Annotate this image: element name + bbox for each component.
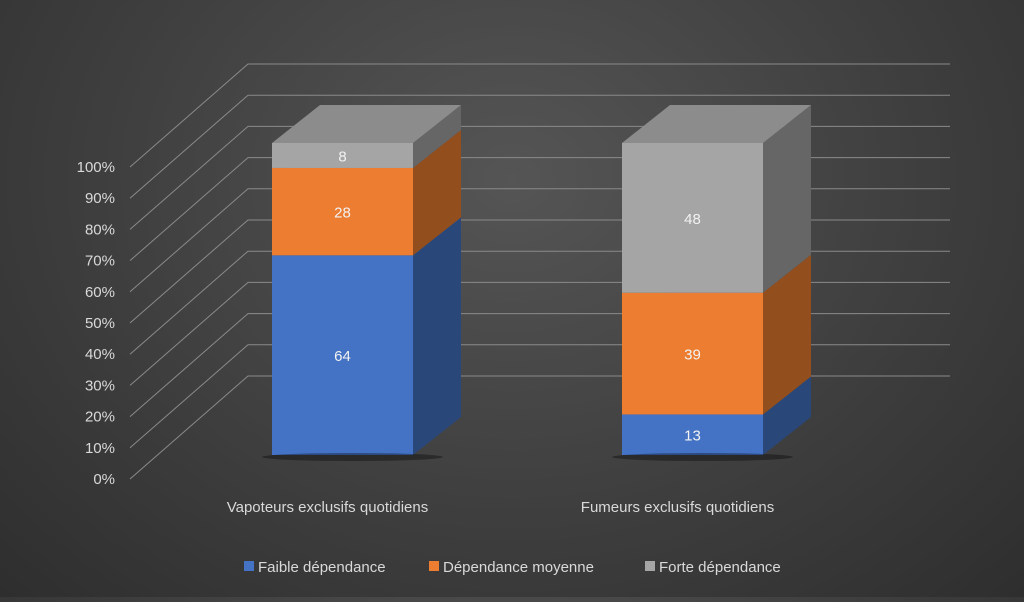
bar-front-face [272, 255, 413, 455]
bar-front-face [622, 292, 763, 415]
gridline [129, 188, 950, 293]
x-category-label: Vapoteurs exclusifs quotidiens [227, 499, 429, 516]
bar-segment [622, 376, 811, 455]
gridline [129, 250, 950, 355]
y-tick-label: 100% [77, 159, 115, 176]
y-tick-label: 80% [85, 221, 115, 238]
y-tick-label: 0% [93, 471, 115, 488]
y-tick-label: 60% [85, 284, 115, 301]
bar-front-face [272, 167, 413, 256]
bar-side-face [413, 217, 461, 455]
bar-front-face [272, 143, 413, 168]
gridline [129, 313, 950, 417]
legend: Faible dépendance Dépendance moyenne Forte… [244, 559, 781, 576]
y-tick-label: 70% [85, 253, 115, 270]
bar-side-face [763, 254, 811, 415]
bar-side-face [413, 105, 461, 168]
bar-front-face [622, 414, 763, 455]
legend-label: Dépendance moyenne [443, 559, 594, 576]
y-tick-label: 30% [85, 377, 115, 394]
bar-top-face [622, 105, 811, 143]
bar-side-face [763, 105, 811, 293]
bar-side-face [763, 376, 811, 455]
bar-side-face [413, 129, 461, 256]
legend-item: Dépendance moyenne [429, 559, 594, 576]
gridline [129, 281, 950, 386]
data-label: 48 [684, 211, 701, 228]
y-tick-label: 50% [85, 315, 115, 332]
data-label: 64 [334, 348, 351, 365]
bar-segment [272, 105, 461, 168]
legend-swatch [429, 561, 439, 571]
x-axis-category-labels: Vapoteurs exclusifs quotidiens Fumeurs ex… [227, 499, 774, 516]
bar-top-face [272, 105, 461, 143]
y-axis-tick-labels: 0% 10% 20% 30% 40% 50% 60% 70% 80% 90% 100% [77, 159, 115, 488]
data-labels: 64 28 8 13 39 48 [334, 148, 701, 444]
bar-segment [272, 129, 461, 256]
y-tick-label: 40% [85, 346, 115, 363]
legend-swatch [645, 561, 655, 571]
y-tick-label: 10% [85, 440, 115, 457]
x-category-label: Fumeurs exclusifs quotidiens [581, 499, 774, 516]
gridline [129, 63, 950, 168]
legend-swatch [244, 561, 254, 571]
gridline [129, 219, 950, 324]
data-label: 28 [334, 205, 351, 222]
legend-item: Forte dépendance [645, 559, 781, 576]
gridline [129, 94, 950, 199]
legend-label: Forte dépendance [659, 559, 781, 576]
bar-segment [272, 217, 461, 455]
bar-shadow [262, 453, 443, 461]
bar-segment [622, 105, 811, 293]
y-tick-label: 20% [85, 409, 115, 426]
y-tick-label: 90% [85, 190, 115, 207]
data-label: 13 [684, 428, 701, 445]
legend-label: Faible dépendance [258, 559, 386, 576]
bar-front-face [622, 143, 763, 293]
gridline [129, 125, 950, 230]
bar-segment [622, 254, 811, 415]
legend-item: Faible dépendance [244, 559, 386, 576]
gridline [129, 344, 950, 449]
gridline [129, 375, 950, 480]
data-label: 39 [684, 347, 701, 364]
gridlines [129, 63, 950, 480]
bar-shadow [612, 453, 793, 461]
bars [262, 105, 811, 461]
gridline [129, 157, 950, 261]
data-label: 8 [338, 148, 346, 165]
